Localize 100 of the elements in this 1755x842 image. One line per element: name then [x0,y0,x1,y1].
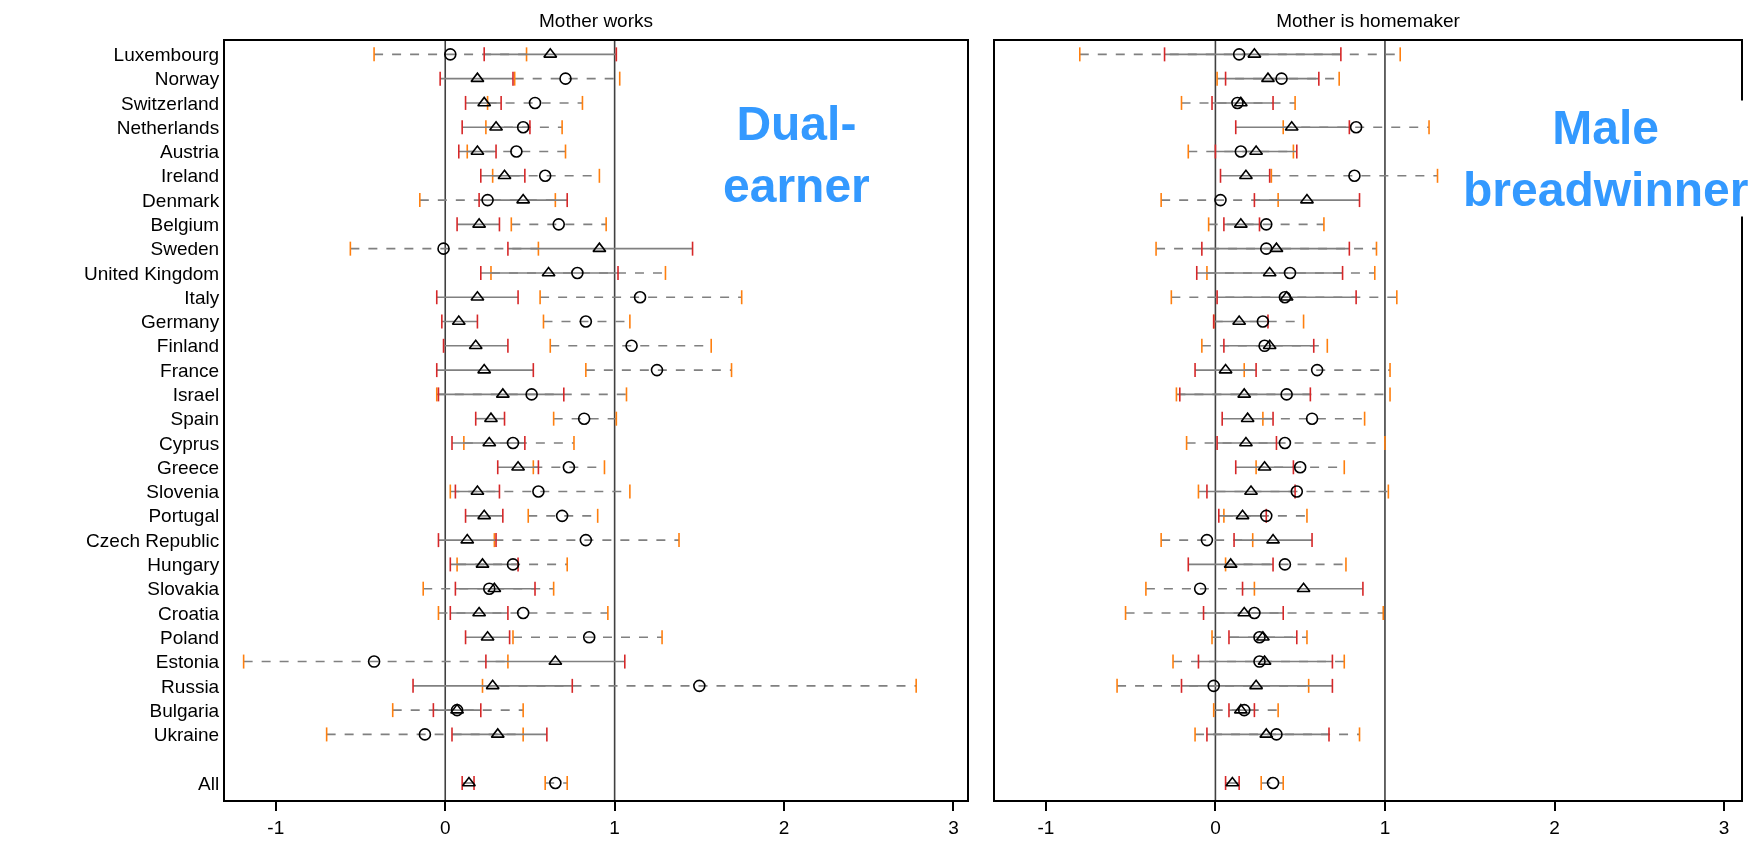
point [1259,242,1273,255]
point [497,169,512,180]
point [1232,315,1247,326]
point [1259,218,1273,231]
point [1193,582,1207,595]
point [1290,485,1304,498]
point [516,193,531,204]
chart-title: Mother is homemaker [1276,9,1461,31]
point [579,315,593,328]
point [1235,509,1250,520]
y-tick-label: Slovenia [146,481,220,503]
point [1237,703,1251,717]
point [525,388,538,401]
y-tick-label: France [160,359,220,381]
point [577,412,591,425]
point [470,145,485,156]
point [482,436,497,447]
point [506,436,520,450]
x-tick-label: 3 [1718,816,1730,838]
point [528,96,542,110]
point [582,630,596,644]
point [367,655,381,668]
y-tick-label: Cyprus [159,432,220,454]
point [1262,339,1277,350]
y-tick-label: Bulgaria [149,699,220,721]
point [1218,363,1233,374]
point [418,728,432,741]
x-tick-label: 2 [778,816,790,838]
point [477,96,492,107]
y-tick-label: Poland [160,626,220,648]
point [1214,193,1227,207]
point [1233,96,1248,107]
y-tick-label: Netherlands [116,116,220,138]
point [559,72,572,85]
point [1310,363,1324,377]
y-tick-label: Ukraine [153,724,220,746]
x-tick-label: 1 [609,816,620,838]
point [1305,412,1319,425]
point [482,582,496,595]
y-tick-label: Croatia [157,602,220,624]
y-tick-label: Slovakia [147,578,220,600]
chart-title: Mother works [538,9,654,31]
point [1262,266,1277,277]
y-tick-label: Greece [156,456,220,478]
point [1284,120,1299,131]
y-tick-label: Norway [154,68,220,90]
y-tick-label: Luxembourg [113,44,220,66]
y-tick-label: All [198,772,220,794]
point [541,266,556,277]
point [1293,460,1307,474]
point [468,339,483,350]
y-tick-label: Finland [156,335,220,357]
point [1207,679,1221,693]
point [487,582,502,593]
point [480,630,495,641]
y-tick-label: Belgium [150,214,220,236]
point [1258,339,1271,353]
point [1257,460,1272,471]
y-tick-label: Czech Republic [86,529,220,551]
point [1349,120,1363,134]
y-tick-label: Ireland [161,165,220,187]
x-tick-label: 0 [439,816,451,838]
y-tick-label: Italy [184,286,220,308]
point [571,266,584,280]
x-tick-label: -1 [267,816,285,838]
point [477,363,492,374]
y-tick-label: Sweden [150,238,220,260]
y-tick-label: Portugal [148,505,220,527]
point [555,509,569,523]
x-tick-label: 3 [948,816,959,838]
x-tick-label: 2 [1549,816,1560,838]
y-tick-label: Israel [172,384,220,406]
y-tick-label: Switzerland [120,92,220,114]
point [1348,169,1361,183]
point [1278,558,1292,571]
point [460,533,475,544]
point [1200,533,1214,547]
point [650,363,664,377]
point [470,72,485,83]
point [592,242,607,253]
x-tick-label: 1 [1379,816,1391,838]
point [538,169,552,183]
annotation: Dual- earner [723,97,870,213]
point [1248,606,1261,620]
x-tick-label: -1 [1037,816,1055,838]
point [506,558,520,571]
point [1278,436,1292,450]
y-tick-label: United Kingdom [84,262,220,284]
point [552,218,566,231]
point [1225,776,1240,787]
y-tick-label: Estonia [155,651,220,673]
point [1232,48,1246,61]
y-tick-label: Spain [170,408,220,430]
y-tick-label: Austria [160,141,220,163]
x-tick-label: 0 [1210,816,1221,838]
point [470,290,485,301]
point [625,339,638,353]
point [451,315,466,326]
point [1296,582,1311,593]
point [1233,703,1248,714]
